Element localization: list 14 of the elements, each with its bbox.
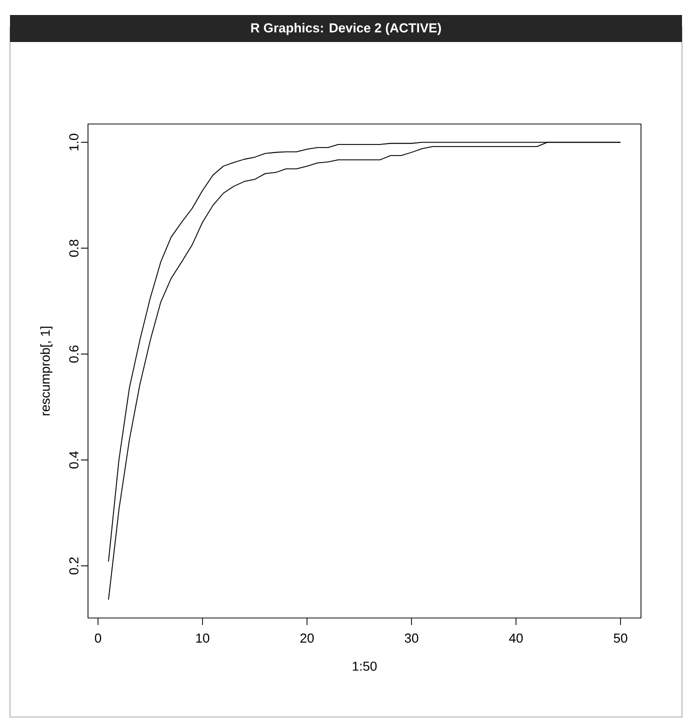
x-tick-label: 0 [94, 634, 102, 643]
x-tick-label: 30 [404, 634, 418, 643]
y-tick-label: 0.8 [69, 240, 78, 257]
x-axis-title: 1:50 [352, 662, 377, 671]
x-tick-label: 20 [300, 634, 314, 643]
y-tick-label: 0.4 [69, 451, 78, 468]
x-tick-label: 10 [196, 634, 210, 643]
text: R Graphics: Device 2 (ACTIVE) [251, 22, 441, 36]
y-axis-title: rescumprob[, 1] [40, 326, 52, 416]
x-tick-label: 40 [509, 634, 523, 643]
y-tick-label: 0.2 [69, 557, 78, 574]
x-tick-label: 50 [614, 634, 628, 643]
y-tick-label: 1.0 [69, 134, 78, 150]
y-tick-label: 0.6 [69, 346, 78, 363]
